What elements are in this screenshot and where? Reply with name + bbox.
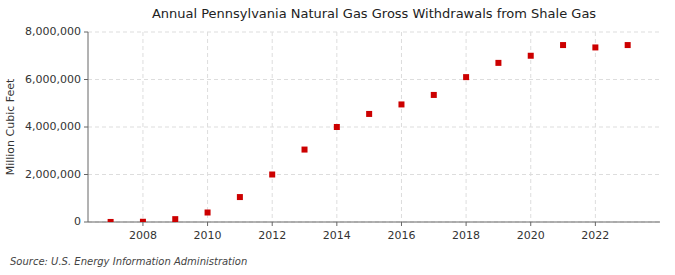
scatter-point xyxy=(366,111,372,117)
scatter-point xyxy=(108,219,114,222)
y-tick-label: 2,000,000 xyxy=(25,168,81,181)
y-grid-line xyxy=(88,79,660,80)
chart-svg: 0 2,000,000 4,000,000 6,000,000 8,000,000 200… xyxy=(0,0,675,275)
x-tick-label: 2016 xyxy=(387,229,415,242)
y-tick xyxy=(84,79,88,80)
points xyxy=(108,42,631,222)
x-tick-label: 2014 xyxy=(323,229,351,242)
x-tick xyxy=(401,222,402,226)
scatter-point xyxy=(495,60,501,66)
x-grid-line xyxy=(142,32,143,222)
x-tick xyxy=(207,222,208,226)
y-tick-label: 0 xyxy=(74,215,81,228)
x-grid-line xyxy=(530,32,531,222)
x-grid-line xyxy=(272,32,273,222)
x-tick-label: 2012 xyxy=(258,229,286,242)
y-tick xyxy=(84,127,88,128)
y-tick-label: 6,000,000 xyxy=(25,73,81,86)
grid xyxy=(88,32,660,222)
y-tick xyxy=(84,222,88,223)
x-axis: 2008 2010 2012 2014 2016 2018 2020 2022 xyxy=(129,222,609,242)
x-grid-line xyxy=(401,32,402,222)
x-tick xyxy=(595,222,596,226)
x-tick xyxy=(142,222,143,226)
y-tick-label: 8,000,000 xyxy=(25,25,81,38)
y-tick-label: 4,000,000 xyxy=(25,120,81,133)
x-tick-label: 2020 xyxy=(517,229,545,242)
scatter-point xyxy=(528,53,534,59)
x-grid-line xyxy=(466,32,467,222)
scatter-point xyxy=(625,42,631,48)
chart-title: Annual Pennsylvania Natural Gas Gross Wi… xyxy=(152,6,596,21)
y-tick xyxy=(84,32,88,33)
x-tick-label: 2010 xyxy=(194,229,222,242)
y-grid-line xyxy=(88,32,660,33)
x-tick xyxy=(272,222,273,226)
scatter-point xyxy=(237,194,243,200)
scatter-point xyxy=(205,210,211,216)
x-tick-label: 2008 xyxy=(129,229,157,242)
scatter-point xyxy=(463,74,469,80)
x-tick-label: 2018 xyxy=(452,229,480,242)
x-tick-label: 2022 xyxy=(581,229,609,242)
scatter-point xyxy=(592,44,598,50)
y-grid-line xyxy=(88,127,660,128)
scatter-point xyxy=(398,101,404,107)
scatter-point xyxy=(302,147,308,153)
source-note: Source: U.S. Energy Information Administ… xyxy=(10,256,247,267)
x-tick xyxy=(530,222,531,226)
scatter-point xyxy=(560,42,566,48)
scatter-point xyxy=(334,124,340,130)
scatter-point xyxy=(172,216,178,222)
x-tick xyxy=(466,222,467,226)
y-axis: 0 2,000,000 4,000,000 6,000,000 8,000,000 xyxy=(25,25,88,228)
y-axis-label: Million Cubic Feet xyxy=(4,78,17,175)
x-grid-line xyxy=(595,32,596,222)
y-tick xyxy=(84,174,88,175)
y-grid-line xyxy=(88,174,660,175)
scatter-point xyxy=(431,92,437,98)
x-tick xyxy=(336,222,337,226)
scatter-point xyxy=(140,219,146,222)
chart-container: 0 2,000,000 4,000,000 6,000,000 8,000,000 200… xyxy=(0,0,675,275)
x-grid-line xyxy=(207,32,208,222)
scatter-point xyxy=(269,172,275,178)
